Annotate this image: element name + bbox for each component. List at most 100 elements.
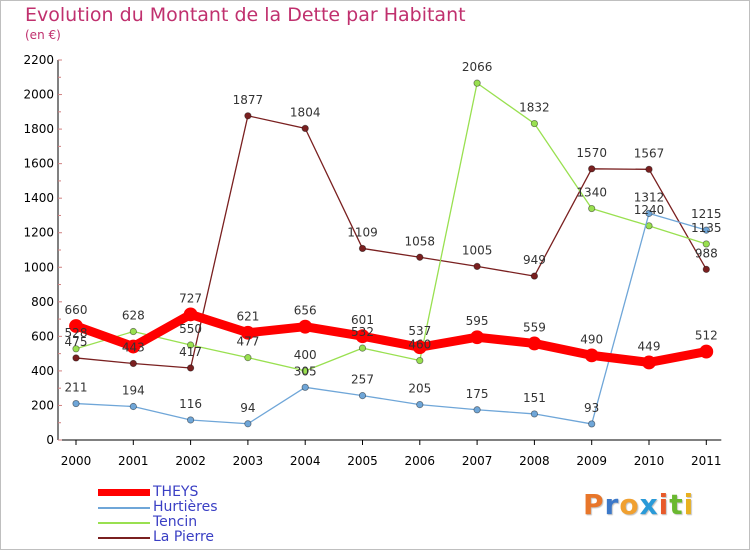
data-point: [473, 406, 481, 414]
data-point: [412, 340, 427, 355]
data-point: [588, 165, 596, 173]
chart-title: Evolution du Montant de la Dette par Hab…: [25, 4, 466, 26]
data-point: [702, 240, 710, 248]
legend-label-tencin: Tencin: [153, 514, 198, 530]
legend-label-theys: THEYS: [153, 484, 199, 500]
data-label: 1832: [519, 101, 550, 115]
data-point: [699, 344, 714, 359]
data-label: 550: [179, 322, 202, 336]
data-label: 460: [408, 338, 431, 352]
data-point: [358, 392, 367, 400]
logo-letter: i: [658, 488, 670, 521]
data-point: [473, 79, 481, 87]
legend-label-hurtieres: Hurtières: [153, 499, 218, 515]
data-label: 1215: [691, 207, 722, 221]
data-label: 1058: [405, 234, 436, 248]
data-label: 1240: [634, 203, 665, 217]
y-tick-label: 200: [31, 398, 54, 412]
data-label: 1109: [347, 225, 378, 239]
y-tick-label: 1200: [23, 226, 54, 240]
data-label: 257: [351, 373, 374, 387]
series-line-tencin: [75, 82, 707, 372]
data-point: [301, 383, 309, 391]
data-point: [702, 265, 710, 273]
y-tick-label: 1400: [23, 191, 54, 205]
data-point: [416, 356, 424, 365]
data-label: 211: [65, 381, 88, 395]
data-point: [126, 339, 141, 354]
data-label: 528: [65, 326, 88, 340]
data-label: 194: [122, 383, 145, 397]
data-label: 512: [695, 329, 718, 343]
data-label: 1340: [576, 186, 607, 200]
series-line-theys: [71, 309, 711, 367]
data-label: 1135: [691, 221, 722, 235]
data-label: 1877: [233, 93, 264, 107]
data-label: 490: [580, 332, 603, 346]
legend-label-la-pierre: La Pierre: [153, 529, 215, 545]
data-point: [72, 399, 80, 408]
x-tick-label: 2010: [634, 454, 665, 468]
data-label: 1005: [462, 243, 493, 257]
data-label: 175: [466, 387, 489, 401]
legend-swatch-hurtieres: [98, 507, 150, 509]
series-line-hurti-res: [75, 212, 707, 425]
data-point: [588, 204, 596, 213]
data-point: [129, 359, 137, 368]
data-label: 656: [294, 304, 317, 318]
y-tick-label: 1000: [23, 260, 54, 274]
y-tick-label: 800: [31, 295, 54, 309]
data-point: [301, 367, 309, 375]
data-point: [588, 420, 596, 428]
data-point: [244, 420, 252, 428]
data-point: [470, 330, 485, 345]
data-point: [187, 364, 195, 372]
data-point: [69, 319, 83, 333]
data-label: 305: [294, 364, 317, 378]
data-label-layer: 660 727 621 656 601 537 595 559 490 449 512 211 194 1…: [65, 60, 722, 415]
data-point: [416, 253, 424, 261]
data-label: 449: [638, 339, 661, 353]
legend-swatch-theys: [98, 489, 150, 496]
x-tick-label: 2008: [519, 454, 550, 468]
data-label: 537: [408, 324, 431, 338]
x-tick-label: 2004: [290, 454, 321, 468]
data-point: [530, 119, 539, 128]
data-label: 988: [695, 246, 718, 260]
data-label: 475: [65, 335, 88, 349]
data-point: [358, 344, 367, 352]
series-layer: [69, 79, 714, 428]
data-point: [72, 345, 80, 353]
proxiti-logo: Proxiti: [583, 488, 694, 521]
data-point: [473, 262, 481, 271]
data-label: 628: [122, 309, 145, 323]
data-label: 116: [179, 397, 202, 411]
data-point: [645, 209, 653, 217]
data-point: [301, 124, 309, 132]
y-tick-label: 400: [31, 364, 54, 378]
logo-letter: r: [604, 488, 620, 521]
x-tick-label: 2001: [118, 454, 149, 468]
y-tick-label: 600: [31, 329, 54, 343]
x-tick-label: 2009: [576, 454, 607, 468]
data-point: [129, 327, 137, 336]
data-point: [645, 165, 653, 173]
data-label: 949: [523, 253, 546, 267]
data-point: [358, 244, 367, 253]
logo-letter: i: [683, 488, 695, 521]
legend-swatch-tencin: [98, 522, 150, 524]
chart-unit: (en €): [25, 28, 61, 42]
y-tick-label: 1600: [23, 157, 54, 171]
legend-swatch-la-pierre: [98, 537, 150, 539]
y-tick-label: 2200: [23, 53, 54, 67]
data-point: [702, 226, 710, 234]
data-label: 621: [236, 310, 259, 324]
data-point: [530, 410, 539, 418]
data-label: 1804: [290, 105, 321, 119]
y-tick-label: 0: [46, 433, 54, 447]
data-point: [187, 341, 195, 349]
x-tick-label: 2005: [347, 454, 378, 468]
data-label: 443: [122, 340, 145, 354]
data-label: 595: [466, 314, 489, 328]
